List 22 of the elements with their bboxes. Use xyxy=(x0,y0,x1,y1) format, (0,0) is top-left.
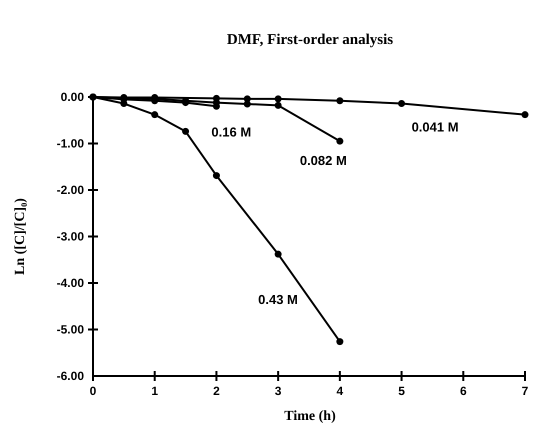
series-label: 0.43 M xyxy=(258,292,298,308)
y-tick-label: -5.00 xyxy=(56,322,84,337)
y-axis-title: Ln ([C]/[C]₀) xyxy=(13,198,28,275)
y-tick-label: -2.00 xyxy=(56,183,84,198)
x-tick-label: 2 xyxy=(213,384,220,398)
x-tick-label: 4 xyxy=(336,384,344,398)
x-tick-label: 6 xyxy=(460,384,467,398)
y-tick-label: 0.00 xyxy=(60,90,84,104)
x-tick-label: 5 xyxy=(398,384,406,398)
y-tick-label: -4.00 xyxy=(56,276,84,290)
y-tick-label: -6.00 xyxy=(56,369,84,384)
y-tick-label: -3.00 xyxy=(56,230,84,244)
series-label: 0.16 M xyxy=(211,124,252,140)
x-tick-label: 1 xyxy=(151,384,158,398)
series-label: 0.082 M xyxy=(300,153,347,168)
x-tick-label: 7 xyxy=(522,384,529,398)
series-label: 0.041 M xyxy=(412,120,459,135)
y-tick-label: -1.00 xyxy=(56,136,84,151)
x-axis-title: Time (h) xyxy=(284,409,336,424)
chart-title: DMF, First-order analysis xyxy=(226,32,394,48)
x-tick-label: 3 xyxy=(274,384,282,398)
x-tick-label: 0 xyxy=(90,384,97,398)
